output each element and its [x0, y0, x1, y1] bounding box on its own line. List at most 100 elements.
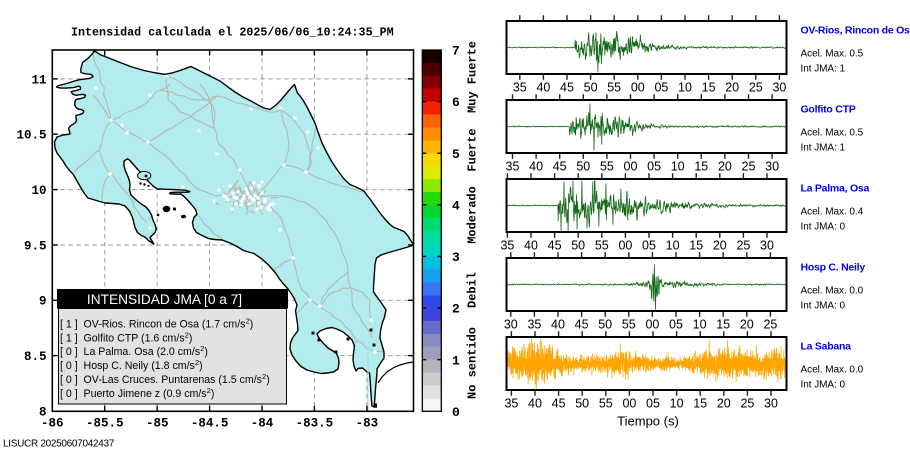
svg-text:50: 50	[575, 397, 589, 411]
svg-text:20: 20	[718, 160, 732, 174]
svg-text:30: 30	[765, 160, 779, 174]
svg-text:Int JMA: 0: Int JMA: 0	[801, 222, 846, 233]
svg-text:0: 0	[452, 405, 460, 420]
svg-text:05: 05	[646, 397, 660, 411]
svg-text:8: 8	[39, 405, 47, 419]
svg-text:9.5: 9.5	[24, 239, 47, 253]
svg-text:15: 15	[702, 81, 716, 95]
svg-text:Hosp C. Neily: Hosp C. Neily	[801, 262, 866, 274]
svg-text:La Sabana: La Sabana	[801, 341, 852, 353]
svg-text:05: 05	[654, 81, 668, 95]
svg-text:2: 2	[452, 302, 460, 317]
svg-text:55: 55	[600, 160, 614, 174]
svg-text:[ 0 ] Puerto Jimene z (0.9 cm: [ 0 ] Puerto Jimene z (0.9 cm/s2)	[60, 386, 214, 400]
svg-text:Acel. Max. 0.0: Acel. Max. 0.0	[801, 286, 864, 297]
svg-text:[ 0 ] La Palma. Osa (2.0 cm/s: [ 0 ] La Palma. Osa (2.0 cm/s2)	[60, 344, 208, 358]
svg-text:55: 55	[599, 397, 613, 411]
svg-text:15: 15	[716, 318, 730, 332]
svg-text:55: 55	[607, 81, 621, 95]
svg-text:[ 0 ] OV-Las Cruces. Puntaren: [ 0 ] OV-Las Cruces. Puntarenas (1.5 cm/…	[60, 372, 270, 386]
svg-text:-86: -86	[41, 417, 64, 431]
svg-text:00: 00	[622, 397, 636, 411]
svg-text:10: 10	[693, 318, 707, 332]
svg-text:[ 1 ] Golfito CTP (1.6 cm/s2): [ 1 ] Golfito CTP (1.6 cm/s2)	[60, 330, 192, 344]
svg-text:[ 0 ] Hosp C. Neily (1.8 cm/s: [ 0 ] Hosp C. Neily (1.8 cm/s2)	[60, 358, 203, 372]
svg-text:05: 05	[647, 160, 661, 174]
svg-text:00: 00	[624, 160, 638, 174]
svg-text:55: 55	[622, 318, 636, 332]
svg-text:No sentido: No sentido	[466, 327, 480, 399]
svg-text:45: 45	[548, 239, 562, 253]
svg-text:20: 20	[713, 239, 727, 253]
svg-text:25: 25	[742, 160, 756, 174]
svg-text:Int JMA: 1: Int JMA: 1	[801, 143, 846, 154]
svg-text:-85.5: -85.5	[86, 417, 124, 431]
svg-text:25: 25	[749, 81, 763, 95]
svg-text:5: 5	[452, 147, 460, 162]
svg-text:-83: -83	[356, 417, 379, 431]
svg-text:LISUCR 20250607042437: LISUCR 20250607042437	[3, 439, 115, 450]
svg-text:30: 30	[764, 397, 778, 411]
svg-text:OV-Rios, Rincon de Os: OV-Rios, Rincon de Os	[801, 25, 910, 37]
svg-text:50: 50	[584, 81, 598, 95]
svg-text:10: 10	[31, 184, 46, 198]
svg-text:-85: -85	[146, 417, 169, 431]
svg-text:45: 45	[553, 160, 567, 174]
svg-text:Tiempo (s): Tiempo (s)	[617, 414, 679, 429]
svg-text:45: 45	[560, 81, 574, 95]
svg-text:05: 05	[669, 318, 683, 332]
svg-text:00: 00	[645, 318, 659, 332]
svg-text:3: 3	[452, 250, 460, 265]
svg-text:10.5: 10.5	[16, 129, 46, 143]
svg-text:INTENSIDAD JMA [0 a 7]: INTENSIDAD JMA [0 a 7]	[87, 292, 242, 307]
svg-text:-84: -84	[251, 417, 274, 431]
svg-text:Debil: Debil	[466, 272, 480, 308]
svg-text:25: 25	[736, 239, 750, 253]
svg-text:35: 35	[506, 160, 520, 174]
svg-text:20: 20	[740, 318, 754, 332]
svg-text:50: 50	[571, 239, 585, 253]
svg-text:6: 6	[452, 95, 460, 110]
svg-text:50: 50	[598, 318, 612, 332]
svg-text:15: 15	[693, 397, 707, 411]
svg-text:Int JMA: 1: Int JMA: 1	[801, 64, 846, 75]
svg-text:-83.5: -83.5	[296, 417, 334, 431]
svg-text:20: 20	[717, 397, 731, 411]
svg-text:00: 00	[631, 81, 645, 95]
svg-text:Moderado: Moderado	[466, 186, 480, 244]
svg-text:10: 10	[666, 239, 680, 253]
svg-text:50: 50	[576, 160, 590, 174]
svg-text:35: 35	[504, 397, 518, 411]
svg-text:25: 25	[763, 318, 777, 332]
svg-text:Int JMA: 0: Int JMA: 0	[801, 380, 846, 391]
svg-text:20: 20	[725, 81, 739, 95]
svg-text:25: 25	[740, 397, 754, 411]
svg-text:15: 15	[689, 239, 703, 253]
svg-text:30: 30	[760, 239, 774, 253]
svg-text:7: 7	[452, 44, 460, 59]
svg-text:10: 10	[670, 397, 684, 411]
svg-text:40: 40	[529, 160, 543, 174]
svg-text:Acel. Max. 0.5: Acel. Max. 0.5	[801, 128, 864, 139]
svg-text:35: 35	[527, 318, 541, 332]
svg-text:35: 35	[500, 239, 514, 253]
svg-text:8.5: 8.5	[24, 350, 47, 364]
svg-text:05: 05	[642, 239, 656, 253]
svg-text:Muy Fuerte: Muy Fuerte	[466, 41, 480, 113]
svg-text:La Palma, Osa: La Palma, Osa	[801, 183, 870, 195]
svg-text:[ 1 ] OV-Rios. Rincon de Osa: [ 1 ] OV-Rios. Rincon de Osa (1.7 cm/s2)	[60, 317, 253, 331]
svg-text:-84.5: -84.5	[191, 417, 229, 431]
svg-text:Int JMA: 0: Int JMA: 0	[801, 301, 846, 312]
svg-text:Acel. Max. 0.4: Acel. Max. 0.4	[801, 207, 864, 218]
svg-text:4: 4	[452, 198, 460, 213]
svg-text:45: 45	[552, 397, 566, 411]
svg-text:11: 11	[31, 73, 46, 87]
svg-text:40: 40	[524, 239, 538, 253]
svg-text:Golfito CTP: Golfito CTP	[801, 104, 856, 116]
svg-text:Fuerte: Fuerte	[466, 128, 480, 171]
svg-text:1: 1	[452, 353, 460, 368]
svg-text:40: 40	[528, 397, 542, 411]
svg-text:45: 45	[575, 318, 589, 332]
svg-text:10: 10	[671, 160, 685, 174]
svg-text:00: 00	[618, 239, 632, 253]
